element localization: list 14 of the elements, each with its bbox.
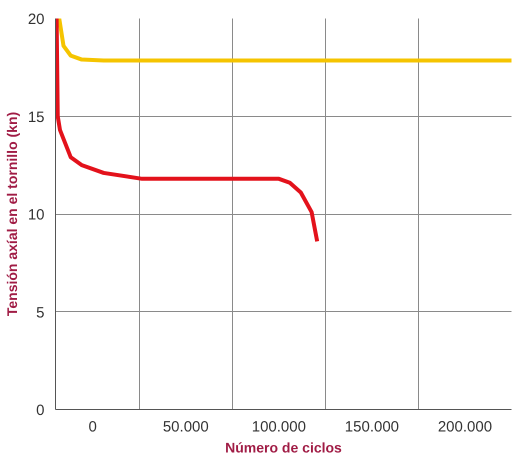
x-tick-label: 50.000 bbox=[162, 418, 209, 436]
y-tick-label: 20 bbox=[28, 11, 45, 28]
x-tick-label: 200.000 bbox=[438, 418, 492, 436]
line-series bbox=[56, 18, 320, 244]
y-axis-title: Tensión axíal en el tornillo (kn) bbox=[4, 112, 20, 316]
y-tick-label: 15 bbox=[28, 108, 45, 126]
x-axis-title: Número de ciclos bbox=[225, 440, 342, 456]
x-tick-label: 150.000 bbox=[344, 418, 400, 436]
y-tick-label: 5 bbox=[36, 304, 44, 322]
y-tick-label: 10 bbox=[28, 206, 45, 224]
x-tick-label: 100.000 bbox=[252, 418, 306, 436]
y-tick-label: 0 bbox=[36, 402, 44, 419]
x-tick-label: 0 bbox=[88, 418, 97, 436]
line-series bbox=[57, 18, 512, 63]
